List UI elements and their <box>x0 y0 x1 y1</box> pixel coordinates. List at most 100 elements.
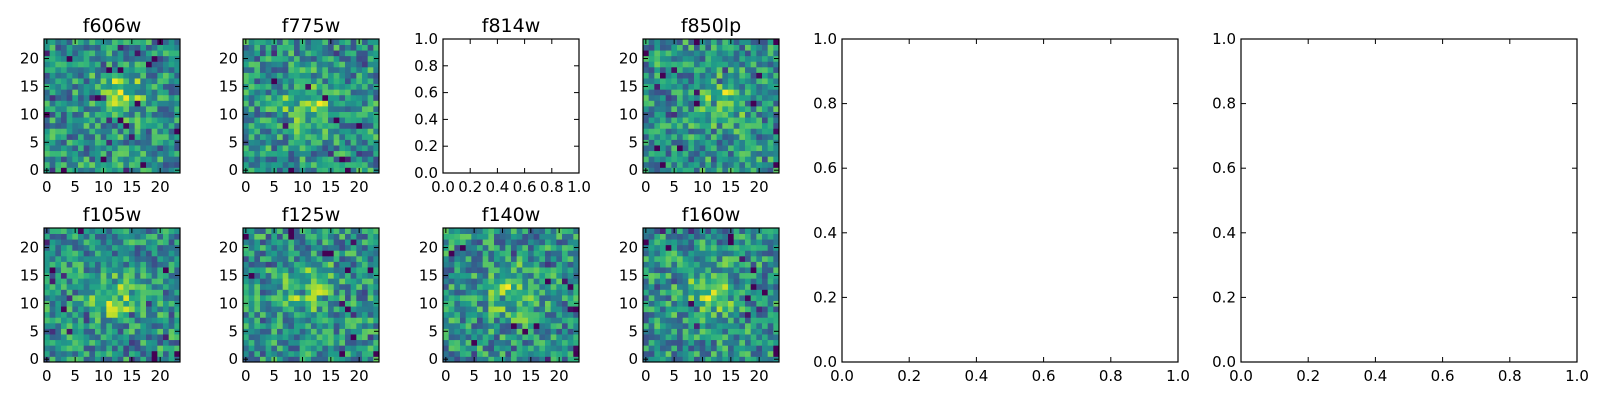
heatmap-cell <box>248 111 255 118</box>
heatmap-cell <box>294 306 301 313</box>
heatmap-cell <box>123 78 130 85</box>
heatmap-cell <box>739 278 746 285</box>
heatmap-cell <box>55 239 62 246</box>
heatmap-cell <box>100 267 107 274</box>
heatmap-cell <box>66 267 73 274</box>
y-tick-label: 0.8 <box>813 95 837 113</box>
heatmap-cell <box>471 311 478 318</box>
heatmap-cell <box>123 255 130 262</box>
heatmap-cell <box>134 111 141 118</box>
heatmap-cell <box>660 250 667 257</box>
heatmap-cell <box>106 289 113 296</box>
heatmap-cell <box>72 106 79 112</box>
x-tick-label: 0.8 <box>1498 367 1522 385</box>
heatmap-cell <box>665 306 672 313</box>
heatmap-cell <box>745 350 752 357</box>
heatmap-cell <box>305 306 312 313</box>
heatmap-cell <box>157 66 164 73</box>
heatmap-cell <box>745 89 752 96</box>
heatmap-cell <box>728 72 735 79</box>
heatmap-cell <box>134 311 141 318</box>
heatmap-cell <box>460 339 467 346</box>
heatmap-cell <box>767 161 774 168</box>
heatmap-cell <box>471 272 478 279</box>
heatmap-cell <box>522 250 529 257</box>
heatmap-cell <box>654 295 661 301</box>
heatmap-cell <box>157 50 164 57</box>
heatmap-cell <box>129 122 136 129</box>
heatmap-cell <box>345 156 352 163</box>
heatmap-cell <box>750 322 757 329</box>
heatmap-cell <box>671 250 678 257</box>
heatmap-cell <box>95 244 102 251</box>
heatmap-cell <box>511 295 518 301</box>
heatmap-cell <box>745 311 752 318</box>
heatmap-cell <box>72 139 79 146</box>
heatmap-cell <box>654 317 661 324</box>
heatmap-cell <box>356 106 363 112</box>
heatmap-cell <box>665 133 672 140</box>
heatmap-cell <box>643 306 650 313</box>
heatmap-cell <box>260 133 267 140</box>
heatmap-cell <box>100 283 107 290</box>
heatmap-cell <box>511 267 518 274</box>
heatmap-cell <box>89 61 96 68</box>
heatmap-cell <box>494 350 501 357</box>
heatmap-cell <box>356 339 363 346</box>
heatmap-cell <box>373 278 380 285</box>
heatmap-cell <box>654 66 661 73</box>
heatmap-cell <box>671 328 678 335</box>
heatmap-cell <box>129 66 136 73</box>
heatmap-cell <box>83 94 90 101</box>
heatmap-cell <box>277 317 284 324</box>
heatmap-cell <box>660 50 667 57</box>
y-tick-label: 0.4 <box>414 110 438 128</box>
heatmap-cell <box>773 39 780 45</box>
heatmap-cell <box>767 228 774 234</box>
heatmap-cell <box>140 300 147 307</box>
heatmap-cell <box>66 117 73 124</box>
heatmap-cell <box>157 145 164 152</box>
heatmap-cell <box>66 139 73 146</box>
heatmap-cell <box>316 350 323 357</box>
heatmap-cell <box>140 111 147 118</box>
heatmap-cell <box>55 44 62 51</box>
heatmap-cell <box>89 111 96 118</box>
heatmap-cell <box>443 239 450 246</box>
heatmap-cell <box>499 267 506 274</box>
heatmap-cell <box>756 311 763 318</box>
heatmap-cell <box>288 83 295 90</box>
heatmap-cell <box>265 89 272 96</box>
heatmap-cell <box>260 255 267 262</box>
heatmap-cell <box>716 94 723 101</box>
heatmap-cell <box>688 339 695 346</box>
heatmap-cell <box>55 50 62 57</box>
heatmap-cell <box>677 122 684 129</box>
heatmap-cell <box>294 322 301 329</box>
heatmap-cell <box>112 39 119 45</box>
heatmap-cell <box>157 267 164 274</box>
heatmap-cell <box>373 133 380 140</box>
heatmap-cell <box>117 83 124 90</box>
heatmap-cell <box>711 350 718 357</box>
heatmap-cell <box>682 295 689 301</box>
heatmap-cell <box>533 278 540 285</box>
heatmap-cell <box>528 339 535 346</box>
heatmap-cell <box>711 339 718 346</box>
heatmap-cell <box>767 345 774 352</box>
heatmap-cell <box>567 300 574 307</box>
heatmap-cell <box>494 295 501 301</box>
heatmap-cell <box>733 317 740 324</box>
heatmap-cell <box>316 345 323 352</box>
heatmap-cell <box>254 250 261 257</box>
heatmap-cell <box>362 44 369 51</box>
heatmap-cell <box>522 306 529 313</box>
heatmap-cell <box>55 339 62 346</box>
heatmap-cell <box>750 106 757 112</box>
heatmap-cell <box>739 356 746 363</box>
heatmap-cell <box>134 145 141 152</box>
heatmap-cell <box>545 300 552 307</box>
heatmap-cell <box>254 278 261 285</box>
heatmap-cell <box>311 289 318 296</box>
x-tick-label: 5 <box>669 367 679 385</box>
